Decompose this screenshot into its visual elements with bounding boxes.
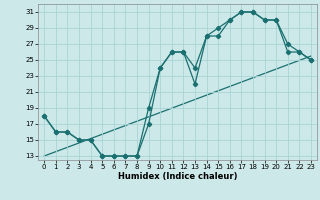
X-axis label: Humidex (Indice chaleur): Humidex (Indice chaleur) xyxy=(118,172,237,181)
